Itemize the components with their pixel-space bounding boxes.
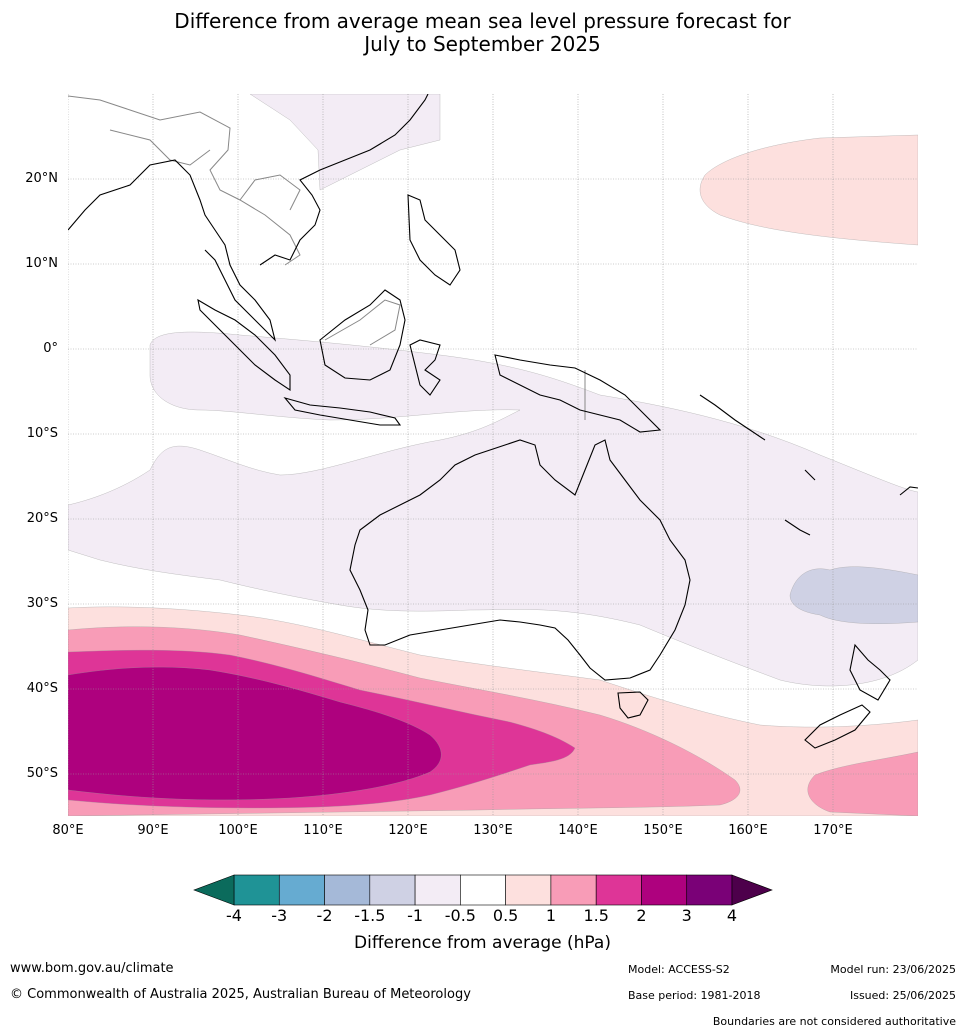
anomaly-region-pos-1-east: [807, 751, 918, 816]
latitude-label: 10°S: [26, 426, 58, 441]
borneo-coastline: [319, 289, 406, 381]
sulawesi-coastline: [409, 339, 441, 396]
title-line-2: July to September 2025: [364, 32, 601, 56]
colorbar-swatch: [414, 874, 461, 906]
longitude-label: 170°E: [813, 823, 853, 838]
new-zealand-coastline: [804, 643, 891, 749]
philippines-coastline: [407, 194, 461, 286]
asia-coastline: [68, 94, 429, 342]
latitude-label: 40°S: [26, 681, 58, 696]
colorbar-tick-label: -2: [316, 906, 333, 925]
colorbar-tick-label: -0.5: [444, 906, 476, 925]
colorbar-swatch: [686, 874, 733, 906]
colorbar-under-arrow: [193, 874, 235, 906]
pacific-islands-coastline: [699, 394, 918, 536]
colorbar-swatch: [641, 874, 688, 906]
anomaly-region-neg-0-5-north: [249, 94, 441, 191]
base-period: Base period: 1981-2018: [628, 989, 761, 1002]
anomaly-region-pos-0-5-north: [699, 134, 918, 246]
boundaries-disclaimer: Boundaries are not considered authoritat…: [712, 1015, 956, 1028]
colorbar-over-arrow: [731, 874, 773, 906]
anomaly-region-pos-2: [68, 666, 442, 801]
longitude-label: 110°E: [303, 823, 343, 838]
colorbar-tick-label: -4: [226, 906, 242, 925]
colorbar-tick-label: -1: [407, 906, 424, 925]
colorbar-tick-label: 3: [681, 906, 692, 925]
longitude-label: 120°E: [388, 823, 428, 838]
colorbar-label: Difference from average (hPa): [354, 933, 611, 953]
colorbar-swatch: [595, 874, 642, 906]
colorbar-swatch: [505, 874, 552, 906]
latitude-label: 50°S: [26, 766, 58, 781]
latitude-label: 20°S: [26, 511, 58, 526]
title-line-1: Difference from average mean sea level p…: [174, 9, 791, 33]
latitude-label: 0°: [43, 341, 58, 356]
colorbar-swatch: [369, 874, 416, 906]
colorbar-swatch: [278, 874, 325, 906]
java-coastline: [283, 396, 402, 426]
longitude-label: 90°E: [137, 823, 169, 838]
anomaly-region-neg-0-5-equatorial: [68, 331, 918, 687]
colorbar-tick-label: -1.5: [354, 906, 386, 925]
longitude-label: 150°E: [643, 823, 683, 838]
country-borders: [68, 95, 586, 420]
colorbar-tick-label: 1: [545, 906, 556, 925]
colorbar-tick-label: 0.5: [492, 906, 519, 925]
sumatra-coastline: [197, 298, 291, 392]
copyright-text: © Commonwealth of Australia 2025, Austra…: [10, 987, 471, 1002]
colorbar-tick-label: 1.5: [583, 906, 609, 925]
graticule: [68, 94, 918, 816]
colorbar-swatch: [550, 874, 597, 906]
latitude-label: 30°S: [26, 596, 58, 611]
longitude-label: 130°E: [473, 823, 513, 838]
anomaly-shading: [68, 94, 918, 816]
anomaly-region-neg-1: [789, 566, 918, 624]
tasmania-coastline: [617, 691, 649, 719]
longitude-label: 160°E: [728, 823, 768, 838]
new-guinea-coastline: [494, 354, 662, 433]
longitude-label: 140°E: [558, 823, 598, 838]
chart-title: Difference from average mean sea level p…: [0, 10, 965, 56]
australia-coastline: [349, 439, 691, 681]
model-run-date: Model run: 23/06/2025: [830, 963, 956, 976]
colorbar-tick-label: 2: [636, 906, 647, 925]
colorbar-tick-label: 4: [726, 906, 738, 925]
colorbar-swatch: [324, 874, 371, 906]
colorbar-swatch: [460, 874, 506, 906]
latitude-label: 20°N: [25, 171, 58, 186]
colorbar-tick-label: -3: [271, 906, 288, 925]
website-link[interactable]: www.bom.gov.au/climate: [10, 961, 174, 976]
colorbar-swatch: [233, 874, 280, 906]
colorbar: [193, 874, 773, 906]
longitude-label: 80°E: [52, 823, 84, 838]
model-name: Model: ACCESS-S2: [628, 963, 730, 976]
longitude-label: 100°E: [218, 823, 258, 838]
issued-date: Issued: 25/06/2025: [849, 989, 956, 1002]
coastlines: [68, 94, 918, 749]
latitude-label: 10°N: [25, 256, 58, 271]
